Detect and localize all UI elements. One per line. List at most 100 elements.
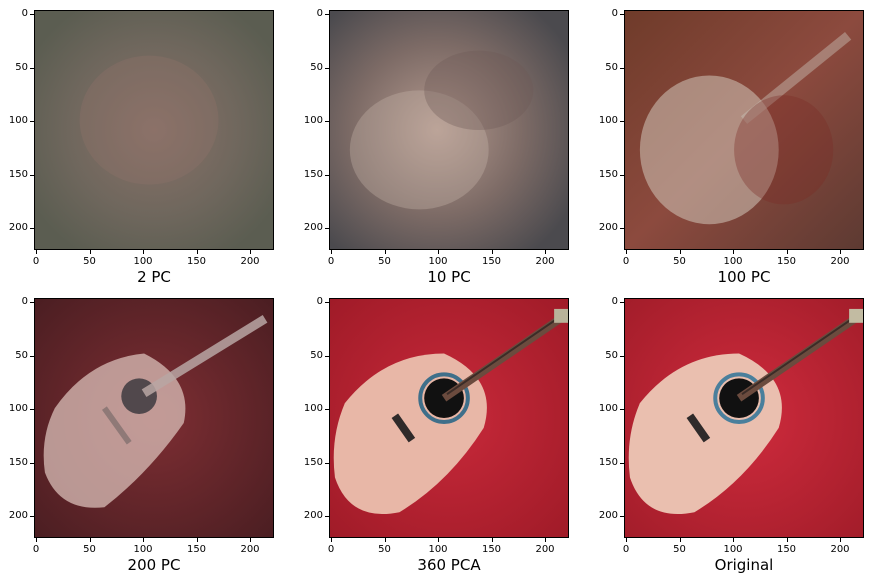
y-tick-label: 100 [303, 403, 323, 414]
y-tick-mark [30, 302, 34, 303]
x-tick-mark [384, 538, 386, 542]
reconstruction-image [35, 299, 273, 537]
x-tick-mark [143, 538, 144, 542]
x-tick-label: 150 [776, 544, 797, 555]
y-tick-label: 150 [303, 168, 323, 180]
y-tick-mark [620, 228, 624, 229]
y-tick-mark [30, 121, 34, 122]
x-tick-mark [786, 538, 788, 542]
y-tick-mark [30, 174, 34, 176]
y-tick-label: 150 [8, 456, 28, 468]
x-tick-mark [733, 250, 734, 254]
reconstruction-image [330, 11, 568, 249]
y-tick-mark [620, 302, 624, 303]
y-tick-mark [620, 516, 624, 517]
x-tick-label: 200 [240, 544, 260, 555]
y-tick-label: 150 [598, 456, 618, 468]
y-tick-mark [325, 67, 329, 69]
x-tick-mark [679, 250, 681, 254]
x-tick-mark [36, 538, 37, 542]
y-tick-label: 150 [598, 168, 618, 180]
x-tick-label: 200 [240, 256, 260, 267]
y-tick-mark [30, 67, 34, 69]
x-tick-label: 0 [622, 256, 630, 267]
x-tick-mark [89, 250, 91, 254]
y-tick-mark [620, 174, 624, 176]
y-tick-label: 0 [21, 296, 28, 307]
y-tick-label: 0 [316, 296, 323, 307]
panel-caption: 200 PC [127, 556, 181, 574]
x-tick-label: 50 [673, 544, 686, 555]
y-tick-label: 50 [15, 61, 28, 73]
x-tick-label: 50 [673, 256, 686, 267]
x-tick-label: 200 [535, 544, 555, 555]
y-tick-label: 50 [15, 349, 28, 361]
x-tick-mark [196, 250, 198, 254]
image-frame [329, 10, 569, 250]
image-frame [624, 10, 864, 250]
x-tick-mark [438, 538, 439, 542]
image-frame [34, 10, 274, 250]
y-tick-label: 0 [316, 8, 323, 19]
x-tick-label: 100 [133, 544, 153, 555]
x-tick-label: 100 [133, 256, 153, 267]
y-tick-label: 150 [8, 168, 28, 180]
y-tick-label: 0 [21, 8, 28, 19]
y-tick-mark [325, 516, 329, 517]
y-tick-label: 50 [310, 61, 323, 73]
panel-caption: 10 PC [427, 268, 471, 286]
y-tick-label: 200 [598, 510, 618, 521]
panel-200pc: 200 PC 0 50 100 150 200 0 50 100 150 200 [9, 296, 306, 576]
x-tick-mark [679, 538, 681, 542]
y-tick-mark [30, 228, 34, 229]
y-tick-label: 100 [8, 115, 28, 126]
y-tick-mark [30, 516, 34, 517]
x-tick-label: 100 [428, 544, 448, 555]
y-tick-label: 200 [598, 222, 618, 233]
x-tick-mark [250, 538, 251, 542]
x-tick-label: 150 [481, 544, 502, 555]
y-tick-mark [325, 409, 329, 410]
x-tick-mark [89, 538, 91, 542]
x-tick-mark [36, 250, 37, 254]
y-tick-mark [325, 121, 329, 122]
y-tick-label: 200 [303, 510, 323, 521]
x-tick-mark [626, 250, 627, 254]
panel-caption: 360 PCA [417, 556, 481, 574]
x-tick-label: 150 [186, 256, 207, 267]
y-tick-label: 100 [598, 115, 618, 126]
x-tick-label: 200 [535, 256, 555, 267]
y-tick-label: 100 [598, 403, 618, 414]
x-tick-label: 150 [186, 544, 207, 555]
x-tick-label: 0 [32, 544, 40, 555]
y-tick-label: 50 [310, 349, 323, 361]
y-tick-label: 100 [303, 115, 323, 126]
y-tick-mark [30, 409, 34, 410]
x-tick-label: 0 [622, 544, 630, 555]
y-tick-label: 0 [611, 8, 618, 19]
x-tick-label: 50 [83, 256, 96, 267]
image-frame [34, 298, 274, 538]
y-tick-mark [325, 355, 329, 357]
x-tick-mark [786, 250, 788, 254]
panel-caption: 100 PC [717, 268, 771, 286]
y-tick-label: 50 [605, 349, 618, 361]
x-tick-mark [733, 538, 734, 542]
y-tick-label: 50 [605, 61, 618, 73]
y-tick-mark [620, 121, 624, 122]
x-tick-mark [491, 538, 493, 542]
x-tick-label: 150 [776, 256, 797, 267]
panel-2pc: 2 PC 0 50 100 150 200 0 50 100 150 200 [9, 8, 306, 288]
panel-100pc: 100 PC 0 50 100 150 200 0 50 100 150 200 [599, 8, 871, 288]
panel-original: Original 0 50 100 150 200 0 50 100 150 200 [599, 296, 871, 576]
x-tick-mark [196, 538, 198, 542]
x-tick-label: 0 [327, 544, 335, 555]
x-tick-label: 50 [83, 544, 96, 555]
x-tick-mark [384, 250, 386, 254]
x-tick-mark [250, 250, 251, 254]
panel-caption: 2 PC [137, 268, 171, 286]
y-tick-label: 0 [611, 296, 618, 307]
x-tick-mark [840, 538, 841, 542]
y-tick-mark [325, 174, 329, 176]
y-tick-mark [30, 462, 34, 464]
